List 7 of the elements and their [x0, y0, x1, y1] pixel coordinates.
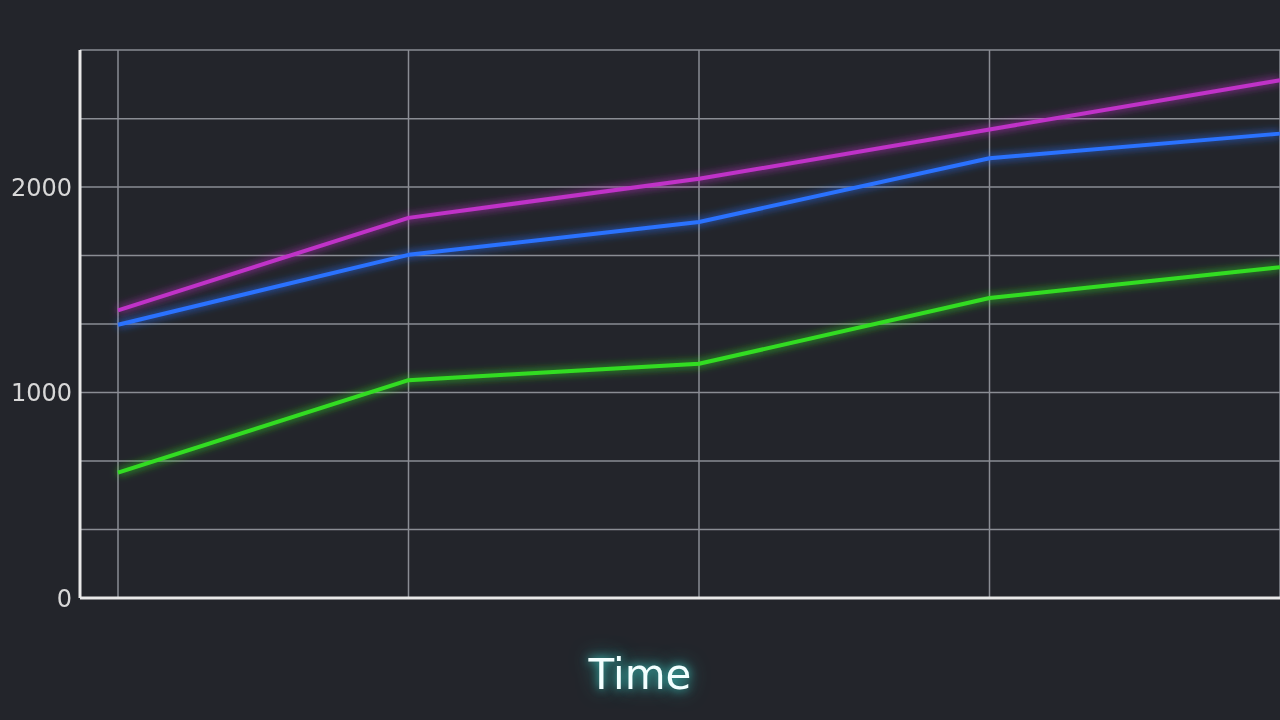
line-series [116, 78, 1280, 313]
line-series [116, 131, 1280, 327]
line-series [116, 265, 1280, 475]
x-axis-title: Time [587, 650, 693, 699]
y-tick-label: 0 [56, 584, 72, 613]
y-tick-label: 2000 [10, 173, 72, 202]
y-tick-label: 1000 [10, 379, 72, 408]
